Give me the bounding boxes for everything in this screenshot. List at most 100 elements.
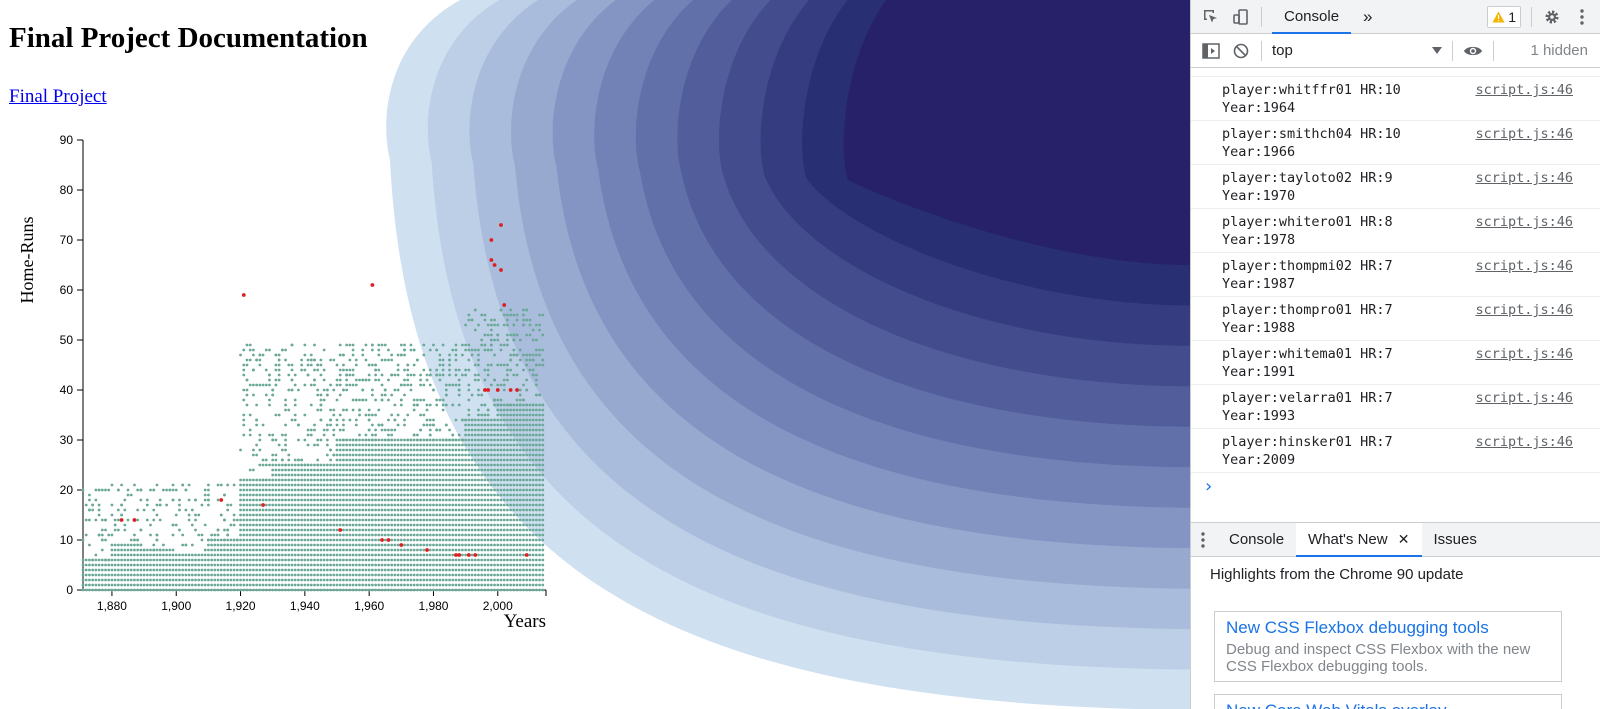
data-point [268, 478, 271, 482]
data-point [441, 483, 445, 487]
data-point [489, 538, 493, 542]
settings-gear-icon[interactable] [1542, 7, 1562, 27]
data-point [116, 568, 120, 572]
hidden-messages-count[interactable]: 1 hidden [1530, 42, 1588, 59]
data-point [351, 478, 355, 482]
message-source-link[interactable]: script.js:46 [1475, 126, 1573, 142]
warnings-badge[interactable]: 1 [1487, 5, 1521, 28]
data-point [541, 533, 545, 537]
tab-console[interactable]: Console [1272, 0, 1352, 34]
data-point [506, 408, 509, 412]
data-point [329, 423, 332, 427]
data-point [342, 523, 345, 527]
message-source-link[interactable]: script.js:46 [1475, 302, 1573, 318]
data-point [502, 463, 506, 467]
data-point [88, 568, 91, 572]
feature-card-title[interactable]: New Core Web Vitals overlay [1226, 701, 1550, 709]
data-point [364, 573, 368, 577]
data-point [525, 418, 529, 422]
data-point [477, 463, 480, 467]
message-source-link[interactable]: script.js:46 [1475, 390, 1573, 406]
data-point [348, 533, 352, 537]
data-point [338, 553, 342, 557]
sidebar-toggle-icon[interactable] [1201, 41, 1221, 61]
data-point [496, 458, 500, 462]
data-point [358, 413, 361, 417]
data-point [293, 468, 297, 472]
final-project-link[interactable]: Final Project [9, 86, 107, 107]
message-source-link[interactable]: script.js:46 [1475, 434, 1573, 450]
drawer-tab-issues[interactable]: Issues [1433, 530, 1477, 548]
message-source-link[interactable]: script.js:46 [1475, 82, 1573, 98]
data-point [438, 523, 442, 527]
more-tabs-icon[interactable]: » [1363, 6, 1373, 26]
message-source-link[interactable]: script.js:46 [1475, 258, 1573, 274]
data-point [454, 478, 458, 482]
data-point [338, 463, 342, 467]
close-tab-icon[interactable]: ✕ [1397, 531, 1410, 548]
data-point [168, 553, 172, 557]
message-source-link[interactable]: script.js:46 [1475, 346, 1573, 362]
data-point [203, 548, 207, 552]
data-point [358, 578, 361, 582]
data-point [541, 468, 545, 472]
execution-context-select[interactable]: top [1272, 42, 1442, 59]
data-point [361, 378, 365, 382]
data-point [268, 573, 271, 577]
drawer-menu-icon[interactable] [1197, 530, 1209, 550]
data-point [284, 473, 287, 477]
data-point [477, 568, 480, 572]
data-point [84, 518, 88, 522]
live-expression-eye-icon[interactable] [1463, 41, 1483, 61]
data-point [441, 528, 445, 532]
data-point [435, 453, 439, 457]
data-point [486, 498, 490, 502]
data-point [303, 568, 307, 572]
data-point [242, 373, 246, 377]
data-point [496, 573, 500, 577]
data-point [116, 518, 120, 522]
device-toolbar-icon[interactable] [1231, 7, 1251, 27]
data-point [107, 488, 111, 492]
data-point [280, 508, 284, 512]
data-point [522, 583, 525, 587]
data-point [126, 588, 130, 592]
data-point [351, 463, 355, 467]
data-point [190, 583, 194, 587]
data-point [168, 588, 172, 592]
data-point [261, 533, 265, 537]
data-point [534, 428, 538, 432]
clear-console-icon[interactable] [1231, 41, 1251, 61]
data-point [367, 518, 371, 522]
data-point [113, 528, 117, 532]
data-point [444, 578, 448, 582]
feature-card[interactable]: New CSS Flexbox debugging tools Debug an… [1214, 611, 1562, 682]
data-point [464, 428, 468, 432]
data-point [432, 583, 435, 587]
feature-card-title[interactable]: New CSS Flexbox debugging tools [1226, 618, 1489, 637]
drawer-tab-whats-new[interactable]: What's New ✕ [1296, 522, 1422, 557]
data-point [444, 463, 448, 467]
data-point [348, 473, 352, 477]
data-point [219, 538, 223, 542]
data-point [377, 553, 381, 557]
data-point [403, 513, 406, 517]
data-point [393, 458, 397, 462]
feature-card[interactable]: New Core Web Vitals overlay [1214, 694, 1562, 709]
kebab-menu-icon[interactable] [1572, 7, 1592, 27]
data-point [171, 523, 175, 527]
data-point [383, 573, 387, 577]
inspect-element-icon[interactable] [1201, 7, 1221, 27]
console-prompt[interactable]: › [1191, 473, 1600, 501]
data-point [486, 588, 490, 592]
data-point [486, 428, 490, 432]
data-point [403, 383, 406, 387]
data-point [280, 483, 284, 487]
data-point [502, 458, 506, 462]
message-source-link[interactable]: script.js:46 [1475, 214, 1573, 230]
drawer-tab-console[interactable]: Console [1229, 530, 1285, 548]
data-point [126, 488, 130, 492]
data-point [332, 468, 336, 472]
message-source-link[interactable]: script.js:46 [1475, 170, 1573, 186]
data-point [518, 418, 522, 422]
